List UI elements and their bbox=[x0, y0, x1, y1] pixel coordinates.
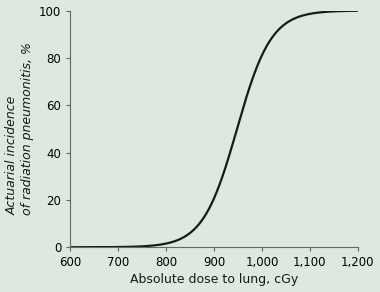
Y-axis label: Actuarial incidence
of radiation pneumonitis, %: Actuarial incidence of radiation pneumon… bbox=[6, 42, 33, 215]
X-axis label: Absolute dose to lung, cGy: Absolute dose to lung, cGy bbox=[130, 273, 298, 286]
